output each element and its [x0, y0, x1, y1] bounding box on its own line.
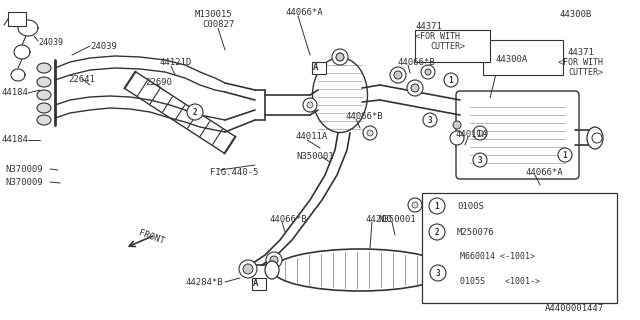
Text: M130015: M130015	[195, 10, 232, 19]
Text: 44066*A: 44066*A	[285, 8, 323, 17]
Text: 44300B: 44300B	[560, 10, 592, 19]
Text: 22641: 22641	[68, 75, 95, 84]
Text: A: A	[253, 279, 259, 288]
Text: 44371: 44371	[568, 48, 595, 57]
Circle shape	[473, 126, 487, 140]
Text: 44066*B: 44066*B	[270, 215, 308, 224]
Circle shape	[429, 198, 445, 214]
Bar	[252, 278, 266, 290]
Circle shape	[592, 133, 602, 143]
Circle shape	[270, 256, 278, 264]
Text: A4400001447: A4400001447	[545, 304, 604, 313]
Text: <FOR WITH: <FOR WITH	[558, 58, 603, 67]
FancyBboxPatch shape	[456, 91, 579, 179]
Text: FRONT: FRONT	[137, 228, 165, 246]
Circle shape	[243, 264, 253, 274]
Circle shape	[425, 69, 431, 75]
Circle shape	[187, 104, 203, 120]
Text: 24039: 24039	[38, 38, 63, 47]
Text: 44300A: 44300A	[496, 55, 528, 64]
Text: M250076: M250076	[457, 228, 495, 237]
Text: 3: 3	[428, 116, 432, 124]
Circle shape	[363, 126, 377, 140]
Circle shape	[408, 198, 422, 212]
Text: 44186*B: 44186*B	[422, 278, 460, 287]
Text: 44184: 44184	[2, 135, 29, 144]
Text: M660014 <-1001>: M660014 <-1001>	[460, 252, 535, 261]
Text: 44200: 44200	[365, 215, 392, 224]
Text: 44011A: 44011A	[455, 130, 487, 139]
Text: 2: 2	[193, 108, 197, 116]
Text: N350001: N350001	[378, 215, 415, 224]
Circle shape	[558, 148, 572, 162]
Ellipse shape	[37, 63, 51, 73]
Circle shape	[412, 202, 418, 208]
Text: 44184: 44184	[2, 88, 29, 97]
Ellipse shape	[37, 77, 51, 87]
Text: CUTTER>: CUTTER>	[568, 68, 603, 77]
Ellipse shape	[273, 249, 447, 291]
Text: 44066*B: 44066*B	[398, 58, 436, 67]
Text: CUTTER>: CUTTER>	[430, 42, 465, 51]
Text: FIG.440-5: FIG.440-5	[210, 168, 259, 177]
Text: 22690: 22690	[145, 78, 172, 87]
Text: 44156: 44156	[435, 292, 462, 301]
Circle shape	[473, 153, 487, 167]
Circle shape	[367, 130, 373, 136]
Text: C00827: C00827	[202, 20, 234, 29]
Circle shape	[444, 73, 458, 87]
Text: 3: 3	[436, 268, 440, 277]
Circle shape	[307, 102, 313, 108]
Text: N350001: N350001	[296, 152, 333, 161]
Ellipse shape	[587, 127, 603, 149]
Circle shape	[336, 53, 344, 61]
Text: 44121D: 44121D	[160, 58, 192, 67]
Circle shape	[407, 80, 423, 96]
Text: N370009: N370009	[5, 165, 43, 174]
Circle shape	[411, 84, 419, 92]
Bar	[312, 62, 326, 74]
Circle shape	[423, 113, 437, 127]
Ellipse shape	[265, 261, 279, 279]
Circle shape	[394, 71, 402, 79]
Text: 2: 2	[435, 228, 439, 236]
Circle shape	[239, 260, 257, 278]
Bar	[422, 193, 617, 303]
Bar	[415, 30, 490, 62]
Ellipse shape	[37, 90, 51, 100]
Text: 0105S    <1001->: 0105S <1001->	[460, 277, 540, 286]
Bar	[8, 12, 26, 26]
Text: 44371: 44371	[415, 22, 442, 31]
Circle shape	[477, 130, 483, 136]
Circle shape	[450, 131, 464, 145]
Text: <FOR WITH: <FOR WITH	[415, 32, 460, 41]
Circle shape	[430, 265, 446, 281]
Circle shape	[390, 67, 406, 83]
Ellipse shape	[473, 257, 487, 275]
Circle shape	[303, 98, 317, 112]
Text: 44066*B: 44066*B	[345, 112, 383, 121]
Ellipse shape	[37, 103, 51, 113]
Circle shape	[453, 121, 461, 129]
Text: 44011A: 44011A	[296, 132, 328, 141]
Circle shape	[421, 65, 435, 79]
Text: N370009: N370009	[5, 178, 43, 187]
Text: 3: 3	[477, 156, 483, 164]
Text: 1: 1	[435, 202, 439, 211]
Text: 0100S: 0100S	[457, 202, 484, 211]
Text: 44284*B: 44284*B	[185, 278, 223, 287]
Circle shape	[266, 252, 282, 268]
Circle shape	[332, 49, 348, 65]
Bar	[483, 40, 563, 75]
Text: 24039: 24039	[90, 42, 117, 51]
Text: 1: 1	[563, 150, 567, 159]
Ellipse shape	[312, 58, 367, 132]
Circle shape	[429, 224, 445, 240]
Text: A: A	[313, 63, 318, 72]
Text: 1: 1	[449, 76, 453, 84]
Ellipse shape	[37, 115, 51, 125]
Text: 44066*A: 44066*A	[525, 168, 563, 177]
